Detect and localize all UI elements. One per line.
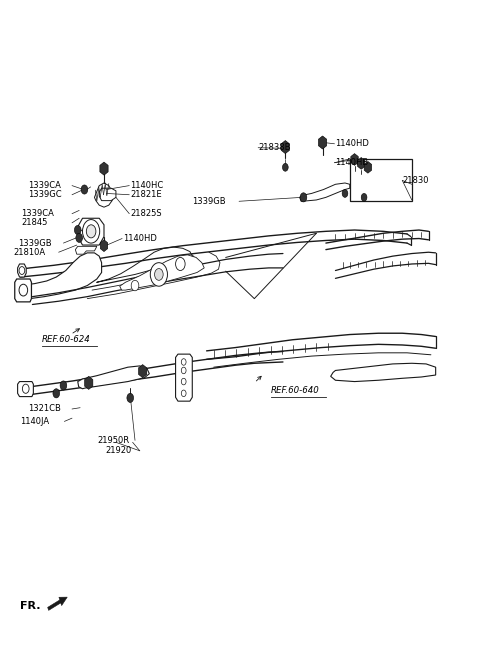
Polygon shape: [100, 162, 108, 175]
Text: 1140HD: 1140HD: [123, 234, 157, 243]
Polygon shape: [318, 136, 327, 149]
Text: FR.: FR.: [21, 602, 41, 611]
Circle shape: [155, 268, 163, 280]
Polygon shape: [23, 253, 102, 298]
Bar: [350, 159, 412, 201]
Circle shape: [23, 384, 29, 394]
Polygon shape: [120, 255, 204, 290]
Polygon shape: [176, 354, 192, 401]
Polygon shape: [78, 366, 149, 389]
Circle shape: [150, 262, 168, 286]
Circle shape: [19, 266, 25, 274]
Circle shape: [181, 359, 186, 365]
Polygon shape: [100, 240, 108, 251]
Circle shape: [181, 367, 186, 374]
Circle shape: [74, 226, 81, 235]
Polygon shape: [281, 140, 289, 154]
Polygon shape: [18, 382, 34, 397]
Text: 21825S: 21825S: [130, 209, 162, 218]
Polygon shape: [300, 183, 350, 201]
Text: REF.60-640: REF.60-640: [271, 386, 320, 395]
Text: 21830: 21830: [402, 176, 429, 185]
Polygon shape: [15, 279, 32, 302]
Text: 1339GB: 1339GB: [19, 239, 52, 247]
Circle shape: [19, 284, 28, 296]
Text: 21845: 21845: [22, 218, 48, 228]
Text: 21821E: 21821E: [130, 190, 162, 199]
Circle shape: [181, 379, 186, 385]
Circle shape: [282, 163, 288, 171]
Text: 1339GB: 1339GB: [192, 197, 226, 206]
FancyArrow shape: [48, 597, 67, 610]
Polygon shape: [364, 161, 372, 173]
Polygon shape: [139, 365, 147, 378]
Text: 1321CB: 1321CB: [28, 405, 60, 413]
Text: 1339CA: 1339CA: [22, 209, 54, 218]
Polygon shape: [331, 363, 436, 382]
Circle shape: [131, 280, 139, 291]
Circle shape: [60, 381, 67, 390]
Circle shape: [76, 234, 83, 243]
Text: 21810A: 21810A: [14, 248, 46, 256]
Circle shape: [86, 225, 96, 238]
Text: 1339CA: 1339CA: [28, 181, 60, 190]
Polygon shape: [95, 183, 114, 207]
Text: 1140HC: 1140HC: [130, 181, 164, 190]
Text: 21950R: 21950R: [98, 436, 130, 445]
Text: 1140JA: 1140JA: [21, 417, 49, 426]
Circle shape: [83, 220, 100, 243]
Circle shape: [300, 193, 307, 202]
Text: 1140HB: 1140HB: [336, 158, 369, 167]
Circle shape: [361, 194, 367, 201]
Circle shape: [342, 190, 348, 197]
Polygon shape: [358, 157, 365, 169]
Circle shape: [181, 390, 186, 397]
Circle shape: [127, 394, 133, 403]
Polygon shape: [75, 247, 97, 254]
Circle shape: [81, 185, 88, 194]
Text: 1339GC: 1339GC: [28, 190, 61, 199]
Polygon shape: [78, 218, 104, 245]
Polygon shape: [99, 188, 116, 201]
Circle shape: [176, 257, 185, 270]
Polygon shape: [84, 377, 93, 390]
Text: 1140HD: 1140HD: [336, 139, 369, 148]
Text: 21920: 21920: [106, 446, 132, 455]
Polygon shape: [18, 264, 26, 277]
Circle shape: [53, 389, 60, 398]
Text: 21838B: 21838B: [258, 143, 290, 152]
Text: REF.60-624: REF.60-624: [42, 335, 91, 344]
Polygon shape: [351, 154, 358, 165]
